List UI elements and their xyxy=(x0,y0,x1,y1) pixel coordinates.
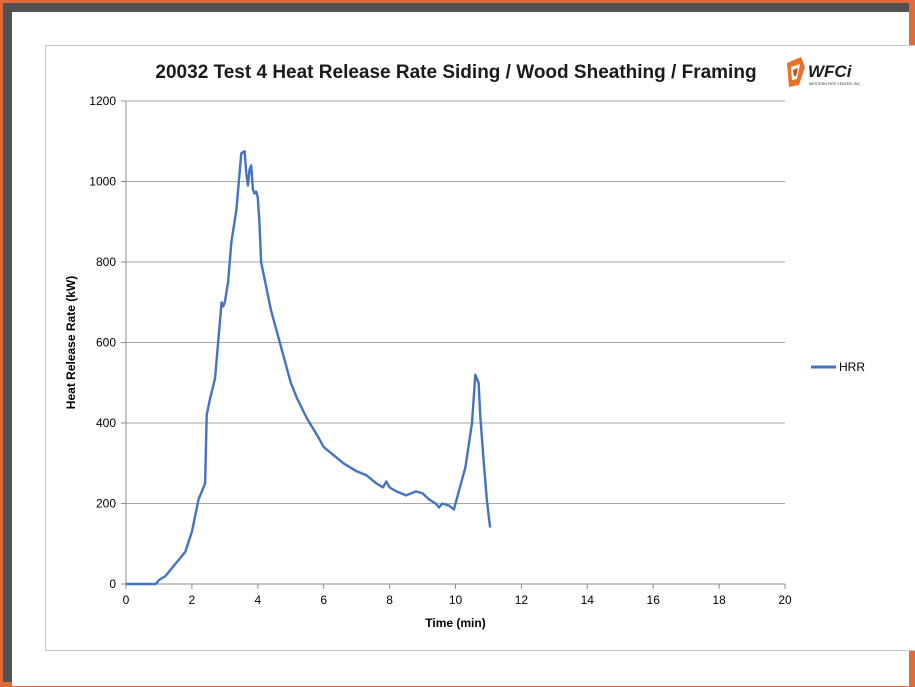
x-tick-label-7: 14 xyxy=(581,593,595,607)
grid-layer xyxy=(126,100,785,504)
x-tick-label-2: 4 xyxy=(254,593,261,607)
x-tick-label-4: 8 xyxy=(386,593,393,607)
y-tick-label-3: 600 xyxy=(96,336,116,350)
x-tick-label-5: 10 xyxy=(449,593,463,607)
series-line-hrr xyxy=(126,150,492,586)
x-tick-label-6: 12 xyxy=(515,593,529,607)
y-tick-label-5: 1000 xyxy=(89,175,116,189)
plot-svg: 0 200 400 600 800 1000 1200 0 2 4 6 8 10 12 14 16 18 20 H… xyxy=(64,94,865,630)
y-tick-label-6: 1200 xyxy=(89,94,116,108)
x-tick-label-8: 16 xyxy=(647,593,661,607)
y-axis-label: Heat Release Rate (kW) xyxy=(64,276,78,409)
logo-text: WFCi xyxy=(808,62,853,81)
legend-label-hrr: HRR xyxy=(839,360,865,374)
y-tick-label-1: 200 xyxy=(96,497,116,511)
legend: HRR xyxy=(811,360,865,374)
x-tick-label-9: 18 xyxy=(712,593,726,607)
x-tick-label-1: 2 xyxy=(189,593,196,607)
x-tick-label-3: 6 xyxy=(320,593,327,607)
logo-subtext: WESTERN FIRE CENTER, INC. xyxy=(809,82,861,86)
logo-mark xyxy=(787,57,805,87)
x-axis-label: Time (min) xyxy=(425,616,485,630)
y-tick-label-0: 0 xyxy=(109,577,116,591)
chart-area: 20032 Test 4 Heat Release Rate Siding / … xyxy=(45,45,915,651)
y-tick-label-2: 400 xyxy=(96,416,116,430)
chart-title: 20032 Test 4 Heat Release Rate Siding / … xyxy=(155,62,757,83)
y-tick-label-4: 800 xyxy=(96,255,116,269)
x-tick-label-10: 20 xyxy=(778,593,792,607)
axis-layer: 0 200 400 600 800 1000 1200 0 2 4 6 8 10 12 14 16 18 20 xyxy=(89,94,792,607)
x-tick-label-0: 0 xyxy=(123,593,130,607)
wfci-logo: WFCi WESTERN FIRE CENTER, INC. xyxy=(787,57,861,87)
series-layer xyxy=(125,150,492,586)
